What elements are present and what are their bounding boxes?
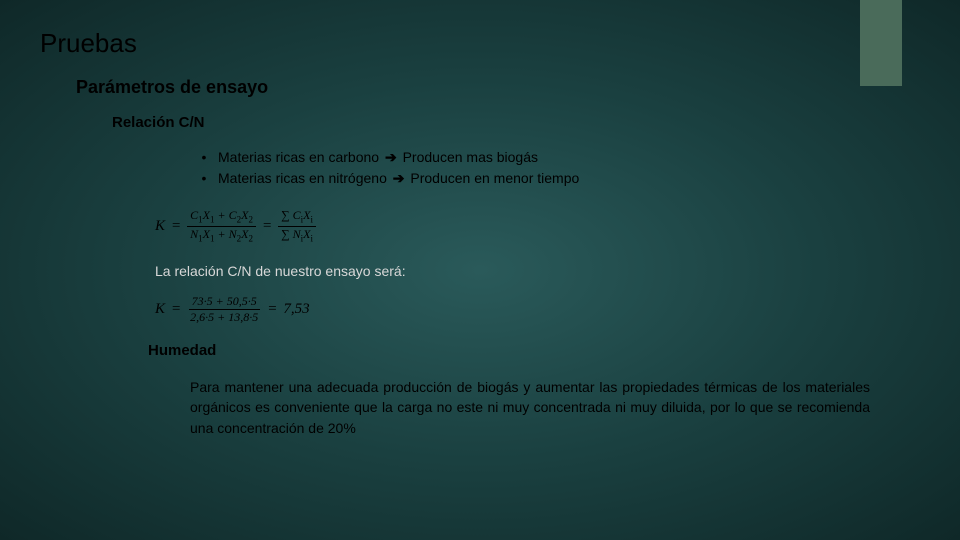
fraction: C1X1 + C2X2 N1X1 + N2X2 (187, 209, 256, 245)
section-heading-cn: Relación C/N (112, 114, 920, 131)
slide-content: Pruebas Parámetros de ensayo Relación C/… (0, 0, 960, 438)
accent-bar (860, 0, 902, 86)
arrow-icon: ➔ (385, 149, 397, 165)
subtitle: Parámetros de ensayo (76, 77, 920, 98)
fraction: 73·5 + 50,5·5 2,6·5 + 13,8·5 (187, 295, 261, 324)
equals: = (171, 301, 181, 318)
note-text: La relación C/N de nuestro ensayo será: (155, 263, 920, 279)
paragraph-humedad: Para mantener una adecuada producción de… (190, 377, 870, 438)
formula-K: K (155, 218, 165, 235)
bullet-icon: • (190, 168, 218, 189)
fraction-den: 2,6·5 + 13,8·5 (187, 310, 261, 324)
arrow-icon: ➔ (393, 170, 405, 186)
equals: = (267, 301, 277, 318)
bullet-after: Producen en menor tiempo (410, 170, 579, 186)
bullet-before: Materias ricas en nitrógeno (218, 170, 387, 186)
fraction: ∑ CiXi ∑ NiXi (278, 209, 316, 245)
bullet-before: Materias ricas en carbono (218, 149, 379, 165)
list-item: • Materias ricas en nitrógeno ➔ Producen… (190, 168, 920, 189)
formula-result: 7,53 (283, 301, 309, 318)
fraction-num: 73·5 + 50,5·5 (189, 295, 260, 310)
equals: = (171, 218, 181, 235)
page-title: Pruebas (40, 28, 920, 59)
bullet-after: Producen mas biogás (403, 149, 538, 165)
bullet-icon: • (190, 147, 218, 168)
bullet-list: • Materias ricas en carbono ➔ Producen m… (190, 147, 920, 189)
section-heading-humedad: Humedad (148, 342, 920, 359)
list-item: • Materias ricas en carbono ➔ Producen m… (190, 147, 920, 168)
formula-general: K = C1X1 + C2X2 N1X1 + N2X2 = ∑ CiXi ∑ N… (155, 209, 920, 245)
formula-K: K (155, 301, 165, 318)
formula-numeric: K = 73·5 + 50,5·5 2,6·5 + 13,8·5 = 7,53 (155, 295, 920, 324)
equals: = (262, 218, 272, 235)
